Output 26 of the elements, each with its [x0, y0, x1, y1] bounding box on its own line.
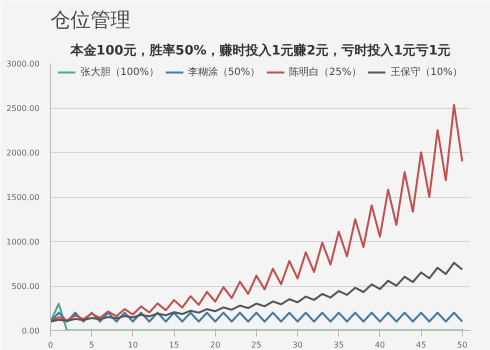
x-tick-label: 20 [210, 340, 220, 350]
chart-subtitle: 本金100元，胜率50%，赚时投入1元赚2元，亏时投入1元亏1元 [69, 42, 451, 58]
x-tick-label: 35 [334, 340, 344, 350]
y-tick-label: 500.00 [12, 282, 40, 291]
y-tick-label: 2000.00 [6, 148, 40, 158]
y-tick-label: 3000.00 [6, 60, 40, 68]
x-tick-label: 30 [292, 340, 303, 350]
legend-label: 李糊涂（50%） [188, 66, 260, 79]
y-tick-label: 2500.00 [6, 104, 40, 113]
x-tick-label: 25 [251, 340, 262, 350]
x-tick-label: 50 [457, 340, 468, 350]
line-series [50, 262, 464, 323]
chart-title: 仓位管理 [50, 8, 130, 32]
x-tick-label: 40 [374, 340, 386, 350]
legend-label: 王保守（10%） [390, 66, 463, 79]
legend-label: 张大胆（100%） [80, 66, 159, 79]
line-series [50, 104, 464, 323]
x-tick-label: 10 [128, 340, 138, 350]
x-tick-label: 15 [168, 340, 180, 350]
x-tick-label: 5 [89, 340, 94, 350]
x-tick-label: 0 [48, 340, 54, 350]
y-tick-label: 1000.00 [6, 238, 40, 246]
legend-label: 陈明白（25%） [289, 66, 362, 79]
y-tick-label: 1500.00 [6, 193, 40, 202]
x-tick-label: 45 [416, 340, 426, 350]
y-tick-label: 0.00 [22, 326, 40, 336]
